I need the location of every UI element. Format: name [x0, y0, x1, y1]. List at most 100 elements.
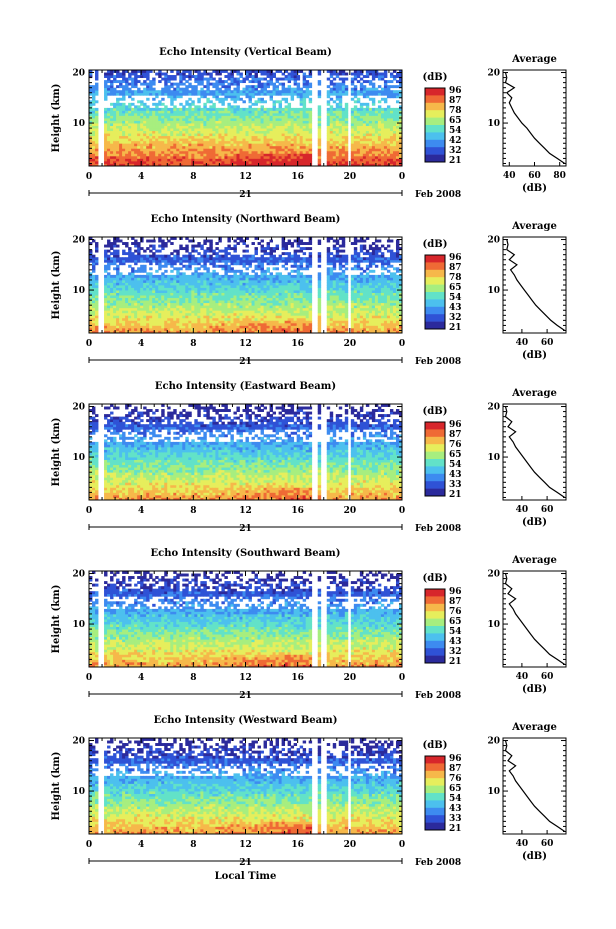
heatmap-cell: [149, 148, 153, 152]
heatmap-cell: [143, 267, 147, 271]
heatmap-cell: [380, 92, 385, 96]
heatmap-cell: [131, 312, 135, 316]
heatmap-cell: [92, 279, 96, 283]
heatmap-cell: [122, 153, 126, 157]
heatmap-cell: [233, 158, 237, 162]
heatmap-cell: [350, 115, 355, 119]
heatmap-cell: [197, 292, 201, 296]
heatmap-cell: [212, 269, 216, 273]
heatmap-cell: [104, 277, 108, 281]
heatmap-cell: [125, 92, 129, 96]
heatmap-cell: [221, 120, 225, 124]
heatmap-cell: [194, 249, 198, 253]
heatmap-cell: [89, 102, 93, 106]
heatmap-cell: [254, 118, 258, 121]
heatmap-cell: [143, 300, 147, 304]
heatmap-cell: [149, 285, 153, 288]
heatmap-cell: [191, 102, 195, 106]
heatmap-cell: [146, 300, 150, 304]
heatmap-cell: [119, 274, 123, 278]
heatmap-cell: [338, 100, 343, 104]
heatmap-cell: [338, 90, 343, 94]
heatmap-cell: [131, 254, 135, 258]
heatmap-cell: [164, 295, 168, 299]
heatmap-cell: [263, 77, 267, 81]
heatmap-cell: [113, 317, 117, 321]
heatmap-cell: [308, 112, 313, 116]
heatmap-cell: [137, 247, 141, 251]
heatmap-cell: [389, 107, 394, 111]
heatmap-cell: [191, 279, 195, 283]
heatmap-cell: [206, 254, 210, 258]
heatmap-cell: [326, 112, 331, 116]
heatmap-cell: [194, 110, 198, 114]
heatmap-cell: [164, 80, 168, 84]
heatmap-cell: [236, 123, 240, 126]
heatmap-cell: [185, 302, 189, 306]
heatmap-cell: [143, 277, 147, 281]
heatmap-cell: [128, 160, 132, 164]
heatmap-cell: [227, 130, 231, 134]
heatmap-cell: [392, 135, 397, 139]
heatmap-cell: [299, 70, 304, 73]
heatmap-cell: [167, 327, 171, 331]
heatmap-cell: [380, 115, 385, 119]
heatmap-cell: [281, 160, 286, 164]
heatmap-cell: [233, 259, 237, 263]
heatmap-cell: [191, 153, 195, 157]
heatmap-cell: [203, 85, 207, 89]
heatmap-cell: [350, 133, 355, 137]
heatmap-cell: [212, 272, 216, 276]
heatmap-cell: [275, 112, 280, 116]
heatmap-cell: [185, 330, 189, 334]
heatmap-cell: [377, 128, 382, 132]
heatmap-cell: [266, 155, 270, 159]
heatmap-cell: [143, 310, 147, 314]
heatmap-cell: [230, 282, 234, 286]
heatmap-cell: [194, 285, 198, 288]
heatmap-cell: [251, 295, 255, 299]
heatmap-cell: [179, 277, 183, 281]
heatmap-cell: [203, 274, 207, 278]
heatmap-cell: [206, 120, 210, 124]
heatmap-cell: [131, 287, 135, 291]
heatmap-cell: [155, 300, 159, 304]
heatmap-cell: [209, 158, 213, 162]
heatmap-cell: [119, 85, 123, 89]
heatmap-cell: [89, 305, 93, 309]
heatmap-cell: [185, 287, 189, 291]
heatmap-cell: [110, 287, 114, 291]
heatmap-cell: [92, 100, 96, 104]
heatmap-cell: [209, 330, 213, 334]
heatmap-cell: [236, 330, 240, 334]
heatmap-cell: [179, 247, 183, 251]
heatmap-cell: [149, 257, 153, 261]
heatmap-cell: [212, 153, 216, 157]
heatmap-cell: [122, 123, 126, 126]
heatmap-cell: [137, 140, 141, 144]
heatmap-cell: [128, 292, 132, 296]
heatmap-cell: [173, 257, 177, 261]
heatmap-cell: [260, 105, 264, 109]
heatmap-cell: [308, 140, 313, 144]
heatmap-cell: [194, 282, 198, 286]
heatmap-cell: [134, 107, 138, 111]
heatmap-cell: [317, 163, 322, 167]
heatmap-cell: [278, 143, 283, 147]
heatmap-cell: [251, 315, 255, 319]
heatmap-cell: [158, 140, 162, 144]
heatmap-cell: [143, 148, 147, 152]
heatmap-cell: [161, 97, 165, 101]
heatmap-cell: [161, 310, 165, 314]
heatmap-cell: [392, 123, 397, 126]
heatmap-cell: [182, 72, 186, 76]
heatmap-cell: [368, 140, 373, 144]
heatmap-cell: [326, 155, 331, 159]
heatmap-cell: [95, 317, 99, 321]
heatmap-cell: [332, 90, 337, 94]
heatmap-cell: [188, 70, 192, 73]
heatmap-cell: [218, 82, 222, 86]
heatmap-cell: [164, 322, 168, 326]
heatmap-cell: [146, 105, 150, 109]
heatmap-cell: [254, 325, 258, 329]
